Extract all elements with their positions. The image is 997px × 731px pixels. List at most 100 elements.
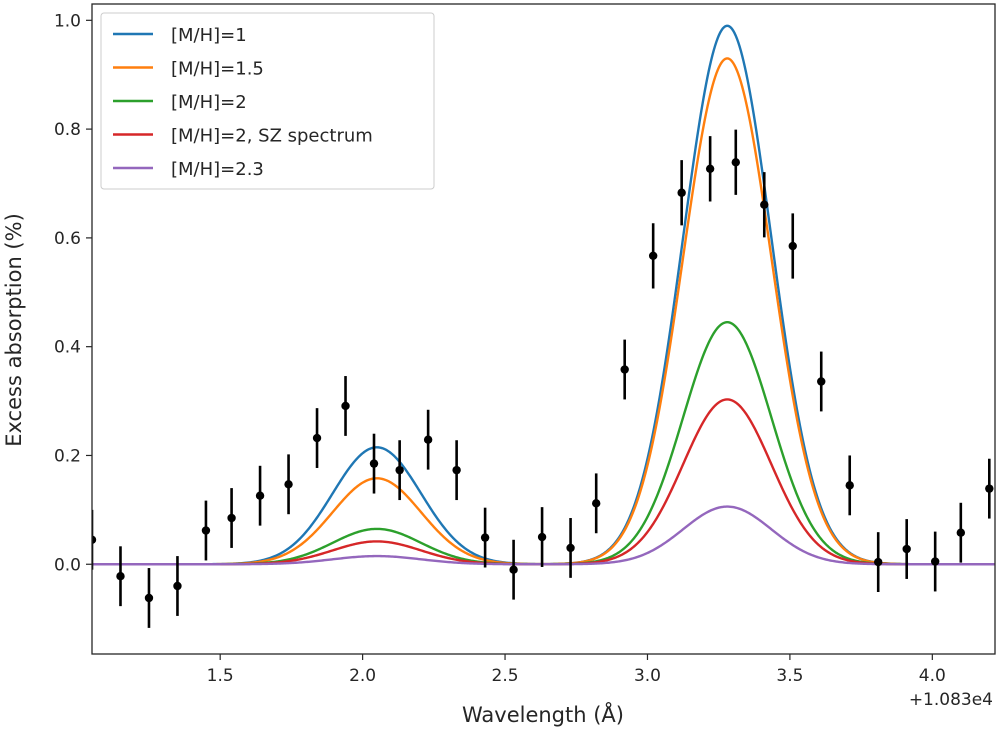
legend-item: [M/H]=1.5 [113, 59, 264, 80]
y-tick-label: 0.4 [54, 338, 81, 358]
data-marker [92, 535, 97, 544]
data-marker [930, 557, 940, 566]
data-marker [284, 480, 293, 489]
data-point [874, 532, 883, 592]
data-point [201, 500, 211, 561]
y-tick-label: 0.2 [54, 446, 81, 466]
data-marker [874, 557, 883, 567]
legend-label: [M/H]=2 [171, 92, 247, 113]
data-point [705, 136, 715, 202]
y-tick-label: 0.6 [54, 229, 81, 249]
legend-item: [M/H]=2, SZ spectrum [113, 126, 373, 147]
data-point [255, 465, 265, 526]
data-point [985, 458, 994, 519]
data-marker [452, 465, 461, 475]
data-marker [423, 435, 433, 444]
data-point [817, 351, 826, 412]
data-marker [227, 513, 236, 523]
data-marker [731, 158, 740, 167]
data-marker [144, 593, 154, 603]
data-point [92, 509, 97, 570]
x-tick-label: 3.5 [776, 666, 803, 686]
data-marker [509, 565, 518, 574]
data-point [395, 440, 404, 501]
x-tick-label: 4.0 [919, 666, 946, 686]
x-tick-label: 3.0 [634, 666, 661, 686]
legend-label: [M/H]=2.3 [171, 159, 264, 180]
data-point [620, 339, 629, 400]
data-point [956, 502, 966, 563]
data-point [284, 454, 293, 515]
data-marker [566, 543, 575, 553]
x-axis-offset-label: +1.083e4 [909, 690, 993, 710]
data-marker [705, 164, 715, 174]
data-marker [620, 365, 629, 374]
y-tick-label: 1.0 [54, 11, 81, 31]
data-point [760, 172, 769, 238]
data-point [173, 556, 182, 616]
plot-frame [91, 3, 996, 655]
series-layer [92, 24, 995, 566]
data-marker [116, 572, 125, 581]
data-marker [480, 533, 490, 542]
data-marker [648, 251, 658, 261]
observations-layer [92, 129, 994, 628]
data-point [369, 433, 379, 494]
y-tick-label: 0.8 [54, 120, 81, 140]
data-point [312, 408, 322, 468]
legend-item: [M/H]=1 [113, 25, 247, 46]
data-marker [985, 484, 994, 493]
data-point [566, 518, 575, 578]
x-tick-label: 1.5 [207, 666, 234, 686]
data-marker [760, 200, 769, 209]
data-marker [956, 528, 966, 537]
data-point [902, 519, 911, 579]
data-point [509, 539, 518, 600]
x-tick-label: 2.5 [492, 666, 519, 686]
data-marker [341, 401, 350, 411]
data-point [452, 440, 461, 501]
data-marker [201, 526, 211, 535]
data-marker [369, 459, 379, 468]
data-marker [788, 241, 797, 251]
data-point [731, 129, 740, 195]
legend-item: [M/H]=2.3 [113, 159, 264, 180]
data-point [144, 568, 154, 628]
data-point [116, 546, 125, 607]
x-axis-label: Wavelength (Å) [462, 701, 624, 727]
legend-item: [M/H]=2 [113, 92, 247, 113]
data-point [788, 213, 797, 279]
data-point [423, 409, 433, 470]
data-point [648, 223, 658, 289]
data-point [591, 473, 601, 534]
data-point [677, 160, 686, 226]
data-marker [677, 188, 686, 197]
x-tick-label: 2.0 [349, 666, 376, 686]
data-marker [312, 433, 322, 443]
y-axis-label: Excess absorption (%) [2, 213, 26, 447]
y-axis: 0.0 0.2 0.4 0.6 0.8 1.0 [54, 11, 92, 575]
data-point [341, 376, 350, 436]
legend-label: [M/H]=1 [171, 25, 247, 46]
series-line-5 [92, 505, 995, 566]
legend-label: [M/H]=1.5 [171, 59, 264, 80]
data-point [930, 531, 940, 592]
data-point [537, 507, 547, 567]
data-point [480, 507, 490, 568]
x-axis: 1.5 2.0 2.5 3.0 3.5 4.0 [207, 654, 946, 686]
data-marker [537, 532, 547, 542]
data-marker [591, 499, 601, 508]
data-marker [173, 581, 182, 591]
legend-label: [M/H]=2, SZ spectrum [171, 126, 373, 147]
data-point [227, 488, 236, 548]
data-marker [902, 544, 911, 554]
y-tick-label: 0.0 [54, 555, 81, 575]
data-marker [395, 465, 404, 475]
legend-box [100, 12, 435, 190]
data-marker [817, 377, 826, 386]
data-marker [845, 481, 854, 490]
data-point [845, 455, 854, 516]
legend: [M/H]=1 [M/H]=1.5 [M/H]=2 [M/H]=2, SZ spect… [100, 12, 435, 190]
data-marker [255, 491, 265, 500]
